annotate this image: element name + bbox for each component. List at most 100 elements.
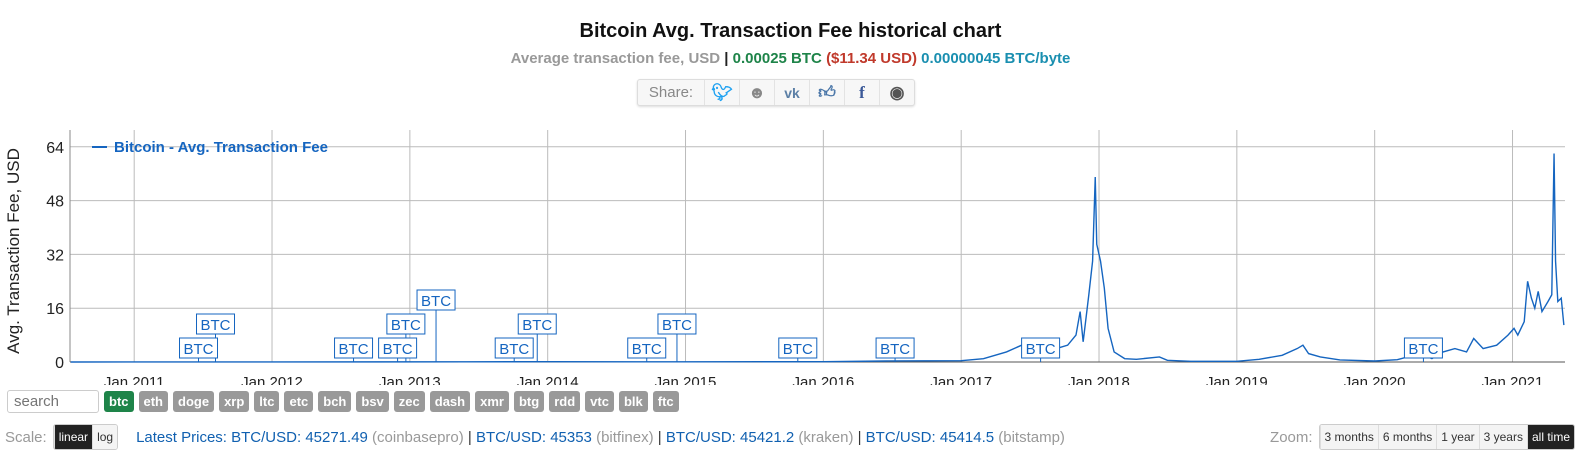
weibo-icon[interactable]: ◉ — [879, 80, 914, 105]
price-pair[interactable]: BTC/USD: — [476, 428, 551, 446]
coin-tag-zec[interactable]: zec — [393, 391, 425, 412]
annotation-flag[interactable]: BTC — [778, 337, 818, 359]
x-tick-label: Jan 2019 — [1206, 374, 1268, 385]
coin-tag-eth[interactable]: eth — [138, 391, 168, 412]
x-tick-label: Jan 2012 — [241, 374, 303, 385]
y-tick-label: 16 — [46, 301, 64, 318]
separator: | — [720, 50, 733, 67]
zoom-toggle: 3 months 6 months 1 year 3 years all time — [1318, 424, 1575, 450]
like-icon[interactable]: 👍︎ — [809, 80, 844, 105]
coin-tag-xmr[interactable]: xmr — [475, 391, 509, 412]
coin-selector: btcethdogexrpltcetcbchbsvzecdashxmrbtgrd… — [7, 390, 679, 413]
annotation-flag[interactable]: BTC — [1021, 337, 1061, 359]
coin-tag-ftc[interactable]: ftc — [652, 391, 679, 412]
annotation-flag[interactable]: BTC — [494, 337, 534, 359]
vk-icon[interactable]: vk — [774, 80, 809, 105]
annotation-flag[interactable]: BTC — [416, 289, 456, 311]
legend-label: Bitcoin - Avg. Transaction Fee — [114, 139, 328, 156]
coin-tag-blk[interactable]: blk — [618, 391, 648, 412]
coin-tag-btg[interactable]: btg — [513, 391, 545, 412]
annotation-flag[interactable]: BTC — [627, 337, 667, 359]
flag-label: BTC — [201, 317, 231, 334]
annotation-flag[interactable]: BTC — [378, 337, 418, 359]
coin-tag-xrp[interactable]: xrp — [219, 391, 250, 412]
twitter-icon[interactable]: 🐦︎ — [704, 80, 739, 105]
subtitle-label: Average transaction fee, USD — [510, 50, 721, 67]
x-tick-label: Jan 2018 — [1068, 374, 1130, 385]
coin-tag-rdd[interactable]: rdd — [549, 391, 581, 412]
price-value: 45353 — [550, 428, 597, 446]
reddit-icon[interactable]: ☻ — [739, 80, 774, 105]
footer-bar: Scale: linear log Latest Prices: BTC/USD:… — [5, 424, 1575, 450]
latest-prices: Latest Prices: BTC/USD: 45271.49 (coinba… — [136, 429, 1065, 446]
flag-box — [657, 313, 697, 335]
flag-label: BTC — [391, 317, 421, 334]
flag-label: BTC — [1408, 341, 1438, 358]
flag-box — [875, 337, 915, 359]
coin-tag-btc[interactable]: btc — [104, 391, 134, 412]
latest-prices-label: Latest Prices: — [136, 428, 227, 446]
scale-toggle: linear log — [52, 424, 119, 450]
flag-label: BTC — [184, 341, 214, 358]
price-value: 45414.5 — [939, 428, 999, 446]
flag-box — [416, 289, 456, 311]
y-axis-label: Avg. Transaction Fee, USD — [4, 148, 23, 354]
flag-box — [517, 313, 557, 335]
zoom-option-3-months[interactable]: 3 months — [1319, 425, 1378, 449]
zoom-label: Zoom: — [1270, 428, 1313, 446]
scale-option-linear[interactable]: linear — [53, 425, 93, 449]
fee-per-byte: 0.00000045 BTC/byte — [921, 50, 1071, 67]
coin-search-input[interactable] — [7, 390, 99, 413]
flag-box — [386, 313, 426, 335]
price-exchange: (bitfinex) — [596, 428, 654, 446]
y-tick-label: 32 — [46, 247, 64, 264]
flag-box — [378, 337, 418, 359]
y-tick-label: 0 — [55, 355, 64, 372]
flag-label: BTC — [880, 341, 910, 358]
flag-label: BTC — [339, 341, 369, 358]
coin-tag-ltc[interactable]: ltc — [254, 391, 280, 412]
flag-box — [494, 337, 534, 359]
coin-tag-bch[interactable]: bch — [318, 391, 352, 412]
price-pair[interactable]: BTC/USD: — [231, 428, 306, 446]
annotation-flag[interactable]: BTC — [1403, 337, 1443, 359]
coin-tag-bsv[interactable]: bsv — [356, 391, 389, 412]
y-tick-label: 48 — [46, 194, 64, 211]
coin-tag-etc[interactable]: etc — [284, 391, 314, 412]
coin-tag-doge[interactable]: doge — [173, 391, 215, 412]
price-exchange: (bitstamp) — [998, 428, 1065, 446]
zoom-option-all-time[interactable]: all time — [1526, 425, 1574, 449]
zoom-option-3-years[interactable]: 3 years — [1478, 425, 1527, 449]
share-label: Share: — [648, 84, 694, 101]
flag-box — [627, 337, 667, 359]
flag-label: BTC — [632, 341, 662, 358]
x-tick-label: Jan 2013 — [379, 374, 441, 385]
coin-tag-dash[interactable]: dash — [429, 391, 471, 412]
x-tick-label: Jan 2021 — [1482, 374, 1544, 385]
zoom-option-1-year[interactable]: 1 year — [1436, 425, 1479, 449]
price-pair[interactable]: BTC/USD: — [865, 428, 940, 446]
page-title: Bitcoin Avg. Transaction Fee historical … — [579, 20, 1002, 42]
flag-label: BTC — [421, 293, 451, 310]
annotation-flag[interactable]: BTC — [196, 313, 236, 335]
zoom-option-6-months[interactable]: 6 months — [1377, 425, 1437, 449]
annotation-flag[interactable]: BTC — [517, 313, 557, 335]
fee-btc: 0.00025 BTC — [732, 50, 822, 67]
price-separator: | — [653, 428, 666, 446]
scale-label: Scale: — [5, 428, 47, 446]
annotation-flag[interactable]: BTC — [386, 313, 426, 335]
coin-tag-vtc[interactable]: vtc — [585, 391, 614, 412]
flag-box — [1403, 337, 1443, 359]
scale-option-log[interactable]: log — [92, 425, 118, 449]
price-exchange: (coinbasepro) — [372, 428, 464, 446]
flag-box — [179, 337, 219, 359]
facebook-icon[interactable]: f — [844, 80, 879, 105]
annotation-flag[interactable]: BTC — [334, 337, 374, 359]
x-tick-label: Jan 2020 — [1344, 374, 1406, 385]
annotation-flag[interactable]: BTC — [875, 337, 915, 359]
fee-chart[interactable]: 0 16 32 48 64 Jan 2011 Jan 2012 Jan 2013 Jan 201… — [0, 120, 1581, 385]
price-value: 45271.49 — [305, 428, 373, 446]
price-pair[interactable]: BTC/USD: — [665, 428, 741, 446]
annotation-flag[interactable]: BTC — [657, 313, 697, 335]
annotation-flag[interactable]: BTC — [179, 337, 219, 359]
